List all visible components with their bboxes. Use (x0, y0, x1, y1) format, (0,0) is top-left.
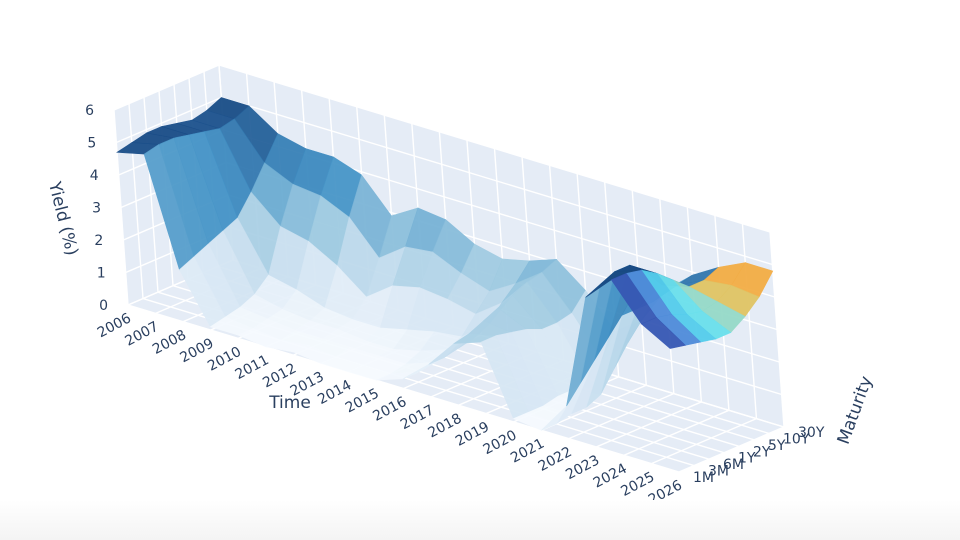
z-axis-ticks: 0 1 2 3 4 5 6 (85, 103, 108, 314)
side-gridline-yield (113, 64, 220, 111)
back-gridline-yield (218, 64, 771, 233)
back-gridline-yield (221, 96, 773, 266)
z-tick-label: 0 (99, 298, 108, 314)
floor-gridline-time (540, 384, 647, 431)
z-tick-label: 6 (85, 103, 94, 119)
floor-gridline-maturity (127, 304, 680, 473)
y-tick-label: 6M (723, 457, 744, 473)
x-axis-title: Time (268, 393, 311, 413)
z-tick-label: 2 (94, 233, 103, 249)
z-tick-label: 4 (90, 168, 99, 184)
page-footer (0, 500, 960, 540)
z-tick-label: 3 (92, 201, 101, 217)
z-tick-label: 5 (87, 136, 96, 152)
floor-gridline-time (623, 409, 730, 456)
floor-gridline-time (568, 392, 675, 440)
y-tick-label: 2Y (753, 444, 771, 460)
surface-patch (640, 317, 687, 349)
floor-gridline-time (651, 418, 757, 465)
y-axis-title: Maturity (834, 374, 877, 448)
y-tick-label: 10Y (783, 431, 810, 447)
floor-gridline-time (596, 401, 702, 448)
y-tick-label: 30Y (798, 425, 825, 441)
surface (116, 97, 774, 431)
y-tick-label: 3M (708, 464, 729, 480)
y-tick-label: 1Y (738, 451, 756, 467)
z-tick-label: 1 (97, 266, 106, 282)
side-gridline-yield (116, 96, 222, 144)
y-tick-label: 5Y (768, 438, 786, 454)
y-tick-label: 1M (693, 470, 714, 486)
z-axis-title: Yield (%) (44, 179, 82, 258)
floor-gridline-time (678, 426, 785, 473)
